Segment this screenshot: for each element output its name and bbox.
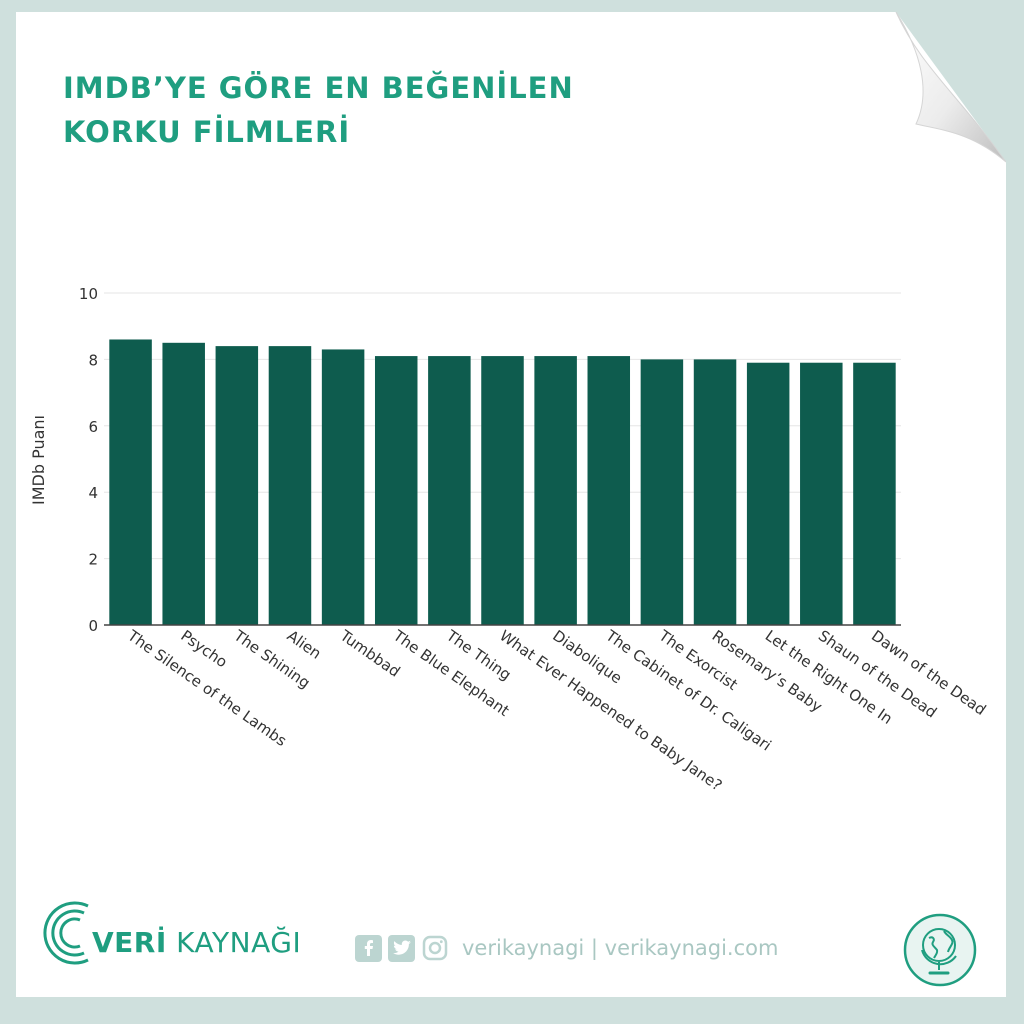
brand-bold: VERİ [92, 926, 167, 959]
bar [109, 339, 152, 625]
twitter-icon[interactable] [388, 934, 415, 962]
y-tick-label: 10 [79, 285, 98, 303]
bar [215, 346, 259, 625]
bar [800, 362, 843, 625]
y-axis-ticks: 0 2 4 6 8 10 [79, 285, 98, 635]
brand-name: VERİ KAYNAĞI [92, 926, 301, 959]
bar [746, 362, 790, 625]
x-tick-label: Alien [284, 627, 325, 663]
bar [534, 356, 577, 625]
bar [162, 342, 205, 625]
y-tick-label: 4 [88, 484, 98, 502]
bars [109, 339, 896, 625]
social-links: verikaynagi | verikaynagi.com [355, 933, 778, 963]
bar [374, 356, 418, 625]
y-tick-label: 0 [88, 617, 98, 635]
instagram-icon[interactable] [421, 935, 448, 962]
y-tick-label: 2 [88, 551, 98, 569]
globe-icon [903, 913, 977, 987]
page-title: IMDB’YE GÖRE EN BEĞENİLEN KORKU FİLMLERİ [63, 66, 574, 154]
y-tick-label: 8 [88, 351, 98, 369]
bar [481, 356, 524, 625]
y-tick-label: 6 [88, 418, 98, 436]
bar [428, 356, 471, 625]
title-line-2: KORKU FİLMLERİ [63, 115, 351, 149]
x-tick-label: Tumbbad [336, 626, 403, 681]
bar [853, 362, 896, 625]
social-handle[interactable]: verikaynagi | verikaynagi.com [462, 936, 779, 960]
bar [587, 356, 631, 625]
title-line-1: IMDB’YE GÖRE EN BEĞENİLEN [63, 71, 574, 105]
y-axis-label: IMDb Puanı [29, 415, 48, 505]
brand-rest: KAYNAĞI [166, 926, 302, 959]
bar [640, 359, 684, 625]
veri-kaynagi-logo-icon [43, 901, 89, 965]
bar [321, 349, 365, 625]
bar [268, 346, 312, 625]
bar [693, 359, 737, 625]
facebook-icon[interactable] [355, 934, 382, 962]
